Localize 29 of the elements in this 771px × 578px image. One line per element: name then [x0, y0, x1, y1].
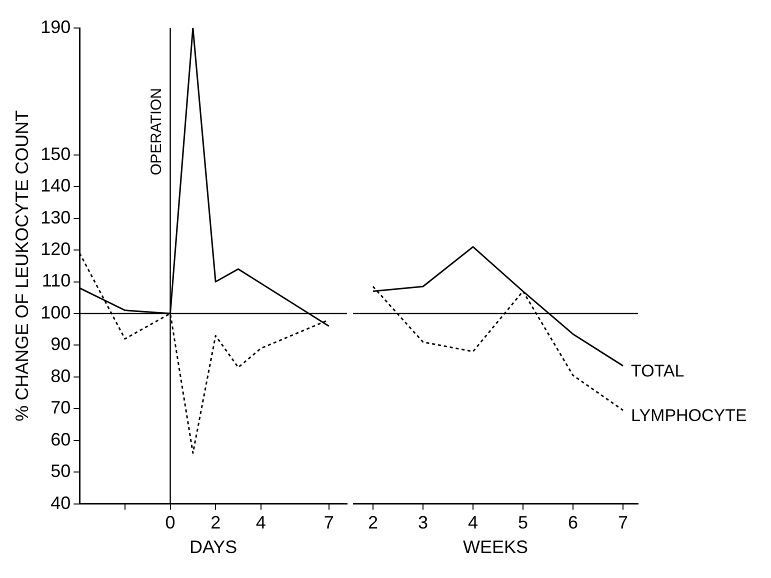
x-axis-title: WEEKS: [462, 537, 528, 558]
y-tick-label: 120: [40, 239, 71, 260]
y-tick-label: 100: [40, 302, 71, 322]
y-tick-label: 140: [40, 176, 71, 196]
ref-line-label: OPERATION: [148, 88, 165, 176]
y-tick-label: 80: [50, 366, 71, 386]
series-label: LYMPHOCYTE: [631, 406, 747, 425]
x-tick-label: 3: [418, 512, 428, 533]
x-tick-label: 5: [518, 512, 528, 533]
series-label: TOTAL: [631, 362, 684, 381]
y-tick-label: 40: [50, 492, 71, 513]
y-tick-label: 150: [40, 144, 71, 164]
y-tick-label: 110: [42, 270, 71, 291]
x-tick-label: 7: [324, 512, 334, 533]
x-tick-label: 0: [165, 512, 176, 533]
y-tick-label: 90: [50, 334, 71, 354]
y-tick-label: 190: [40, 16, 71, 37]
x-tick-label: 4: [256, 512, 266, 533]
y-tick-label: 130: [40, 207, 71, 228]
x-tick-label: 2: [368, 512, 378, 533]
x-tick-label: 4: [468, 512, 478, 533]
x-tick-label: 2: [210, 512, 221, 533]
y-tick-label: 60: [50, 429, 71, 450]
x-tick-label: 7: [618, 512, 628, 533]
y-axis-title: % CHANGE OF LEUKOCYTE COUNT: [12, 110, 32, 422]
x-tick-label: 6: [568, 512, 578, 533]
y-tick-label: 50: [50, 461, 71, 482]
y-tick-label: 70: [50, 398, 71, 418]
x-axis-title: DAYS: [189, 537, 238, 558]
